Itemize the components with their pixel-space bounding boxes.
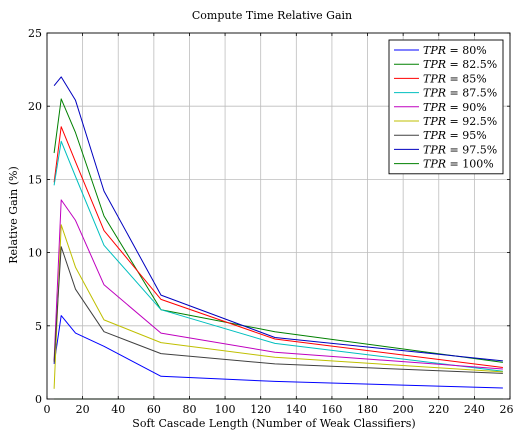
legend-entry: TPR = 95% bbox=[423, 129, 487, 142]
y-tick-label: 0 bbox=[35, 393, 42, 406]
legend-entry: TPR = 85% bbox=[423, 72, 487, 85]
chart-title: Compute Time Relative Gain bbox=[192, 9, 352, 22]
x-tick-label: 220 bbox=[428, 403, 449, 416]
series-line-5 bbox=[53, 199, 503, 370]
series-line-8 bbox=[53, 76, 503, 362]
y-tick-label: 5 bbox=[35, 320, 42, 333]
x-tick-label: 260 bbox=[500, 403, 514, 416]
series-line-3 bbox=[53, 126, 503, 368]
series-line-7 bbox=[53, 246, 503, 374]
series-line-2 bbox=[53, 98, 503, 363]
x-tick-label: 0 bbox=[44, 403, 51, 416]
y-axis-ticks: 0 5 10 15 20 25 bbox=[28, 27, 510, 406]
legend-entry: TPR = 82.5% bbox=[423, 58, 497, 71]
legend-entry: TPR = 80% bbox=[423, 44, 487, 57]
x-tick-label: 180 bbox=[357, 403, 378, 416]
x-tick-label: 140 bbox=[286, 403, 307, 416]
x-tick-label: 40 bbox=[111, 403, 125, 416]
x-tick-label: 120 bbox=[250, 403, 271, 416]
y-tick-label: 25 bbox=[28, 27, 42, 40]
x-tick-label: 160 bbox=[321, 403, 342, 416]
y-tick-label: 15 bbox=[28, 173, 42, 186]
series-line-6 bbox=[53, 224, 503, 389]
legend: TPR = 80%TPR = 82.5%TPR = 85% TPR = 87.5%… bbox=[388, 39, 504, 175]
x-tick-label: 240 bbox=[464, 403, 485, 416]
y-tick-label: 20 bbox=[28, 100, 42, 113]
plot-frame bbox=[46, 32, 511, 400]
series-line-1 bbox=[53, 315, 503, 389]
series-line-4 bbox=[53, 140, 503, 372]
y-tick-label: 10 bbox=[28, 247, 42, 260]
y-axis-label: Relative Gain (%) bbox=[7, 166, 20, 264]
x-tick-label: 60 bbox=[147, 403, 161, 416]
x-tick-label: 200 bbox=[393, 403, 414, 416]
legend-entry: TPR = 90% bbox=[423, 101, 487, 114]
x-tick-label: 100 bbox=[215, 403, 236, 416]
legend-entry: TPR = 97.5% bbox=[423, 143, 497, 156]
x-axis-ticks: 0 20 40 60 80 100 120 140 160 180 200 220 240 260 bbox=[44, 33, 514, 416]
legend-entry: TPR = 100% bbox=[423, 158, 494, 171]
legend-entry: TPR = 92.5% bbox=[423, 115, 497, 128]
x-tick-label: 20 bbox=[76, 403, 90, 416]
x-axis-label: Soft Cascade Length (Number of Weak Clas… bbox=[132, 417, 415, 430]
legend-entry: TPR = 87.5% bbox=[423, 87, 497, 100]
x-tick-label: 80 bbox=[182, 403, 196, 416]
